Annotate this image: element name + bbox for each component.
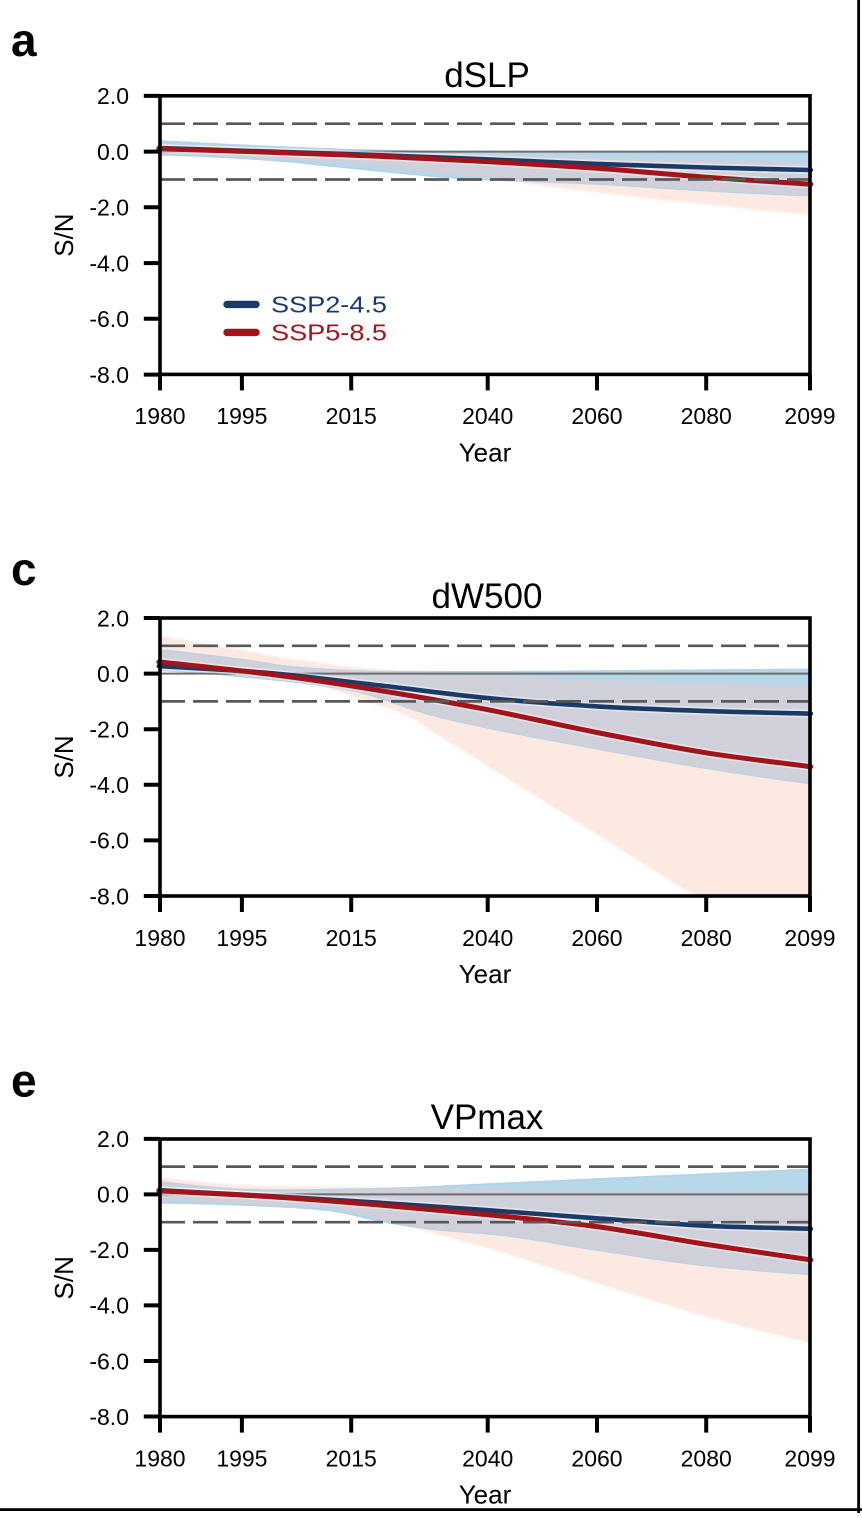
svg-text:-8.0: -8.0	[89, 883, 129, 909]
svg-text:-4.0: -4.0	[89, 1293, 129, 1319]
svg-text:2099: 2099	[784, 925, 835, 951]
svg-text:Year: Year	[459, 437, 512, 467]
svg-text:2099: 2099	[784, 1445, 835, 1471]
svg-text:0.0: 0.0	[97, 139, 129, 165]
svg-text:Year: Year	[459, 1480, 512, 1510]
svg-text:2060: 2060	[571, 925, 622, 951]
svg-text:1995: 1995	[216, 1445, 267, 1471]
svg-text:-2.0: -2.0	[89, 195, 129, 221]
svg-text:e: e	[11, 1054, 37, 1106]
svg-text:dW500: dW500	[432, 577, 543, 616]
svg-text:2060: 2060	[571, 403, 622, 429]
svg-text:VPmax: VPmax	[431, 1098, 544, 1137]
svg-text:dSLP: dSLP	[444, 56, 530, 95]
svg-text:2099: 2099	[784, 403, 835, 429]
svg-text:2015: 2015	[326, 403, 377, 429]
svg-text:2015: 2015	[326, 1445, 377, 1471]
svg-text:-6.0: -6.0	[89, 306, 129, 332]
svg-text:2015: 2015	[326, 925, 377, 951]
svg-text:c: c	[11, 543, 37, 595]
svg-text:a: a	[11, 14, 37, 66]
svg-text:-6.0: -6.0	[89, 828, 129, 854]
svg-text:2080: 2080	[681, 403, 732, 429]
svg-text:2.0: 2.0	[97, 605, 129, 631]
svg-text:S/N: S/N	[49, 1256, 79, 1299]
svg-text:1980: 1980	[134, 403, 185, 429]
svg-text:2080: 2080	[681, 1445, 732, 1471]
svg-text:SSP5-8.5: SSP5-8.5	[271, 320, 387, 346]
svg-text:0.0: 0.0	[97, 1182, 129, 1208]
svg-text:S/N: S/N	[49, 213, 79, 256]
svg-text:-8.0: -8.0	[89, 362, 129, 388]
svg-text:2080: 2080	[681, 925, 732, 951]
svg-text:Year: Year	[459, 959, 512, 989]
svg-text:-2.0: -2.0	[89, 717, 129, 743]
svg-text:-8.0: -8.0	[89, 1404, 129, 1430]
svg-text:2040: 2040	[462, 1445, 513, 1471]
svg-text:2.0: 2.0	[97, 83, 129, 109]
svg-text:-2.0: -2.0	[89, 1237, 129, 1263]
svg-text:SSP2-4.5: SSP2-4.5	[271, 292, 387, 318]
svg-text:2040: 2040	[462, 403, 513, 429]
svg-text:S/N: S/N	[49, 735, 79, 778]
svg-text:2040: 2040	[462, 925, 513, 951]
svg-text:2060: 2060	[571, 1445, 622, 1471]
svg-text:1995: 1995	[216, 925, 267, 951]
svg-text:-4.0: -4.0	[89, 772, 129, 798]
svg-text:0.0: 0.0	[97, 661, 129, 687]
svg-text:2.0: 2.0	[97, 1126, 129, 1152]
svg-text:1980: 1980	[134, 925, 185, 951]
svg-text:-6.0: -6.0	[89, 1348, 129, 1374]
svg-text:1980: 1980	[134, 1445, 185, 1471]
svg-text:-4.0: -4.0	[89, 250, 129, 276]
svg-text:1995: 1995	[216, 403, 267, 429]
